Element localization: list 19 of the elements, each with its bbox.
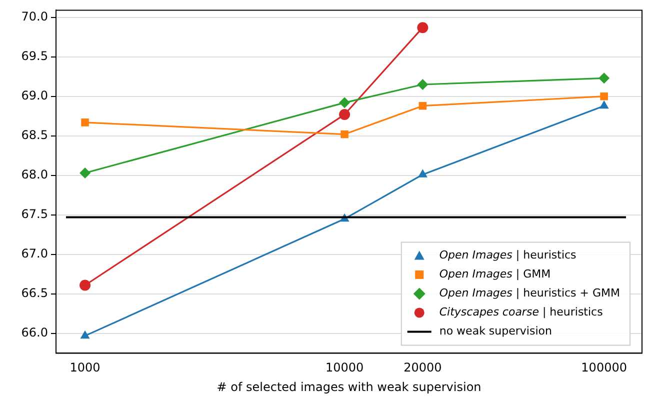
y-tick-label: 66.5 — [21, 286, 48, 300]
y-tick-label: 69.5 — [21, 48, 48, 63]
x-tick-label: 1000 — [70, 360, 100, 375]
y-tick-label: 66.0 — [21, 326, 48, 340]
x-tick-label: 100000 — [581, 360, 627, 375]
legend-label: Cityscapes coarse | heuristics — [439, 306, 604, 319]
y-tick-label: 68.0 — [21, 168, 48, 182]
legend-label: no weak supervision — [439, 324, 552, 338]
x-tick-label: 20000 — [404, 360, 442, 375]
y-tick-label: 68.5 — [21, 128, 48, 142]
y-tick-label: 67.0 — [21, 246, 48, 261]
x-axis-title: # of selected images with weak supervision — [216, 380, 482, 394]
y-tick-label: 67.5 — [21, 207, 48, 222]
legend-label: Open Images | heuristics — [439, 248, 577, 262]
y-tick-label: 69.0 — [21, 88, 48, 102]
legend-label: Open Images | GMM — [439, 268, 551, 281]
legend-label: Open Images | heuristics + GMM — [439, 286, 620, 300]
y-tick-label: 70.0 — [21, 9, 48, 24]
x-tick-label: 10000 — [325, 360, 364, 375]
